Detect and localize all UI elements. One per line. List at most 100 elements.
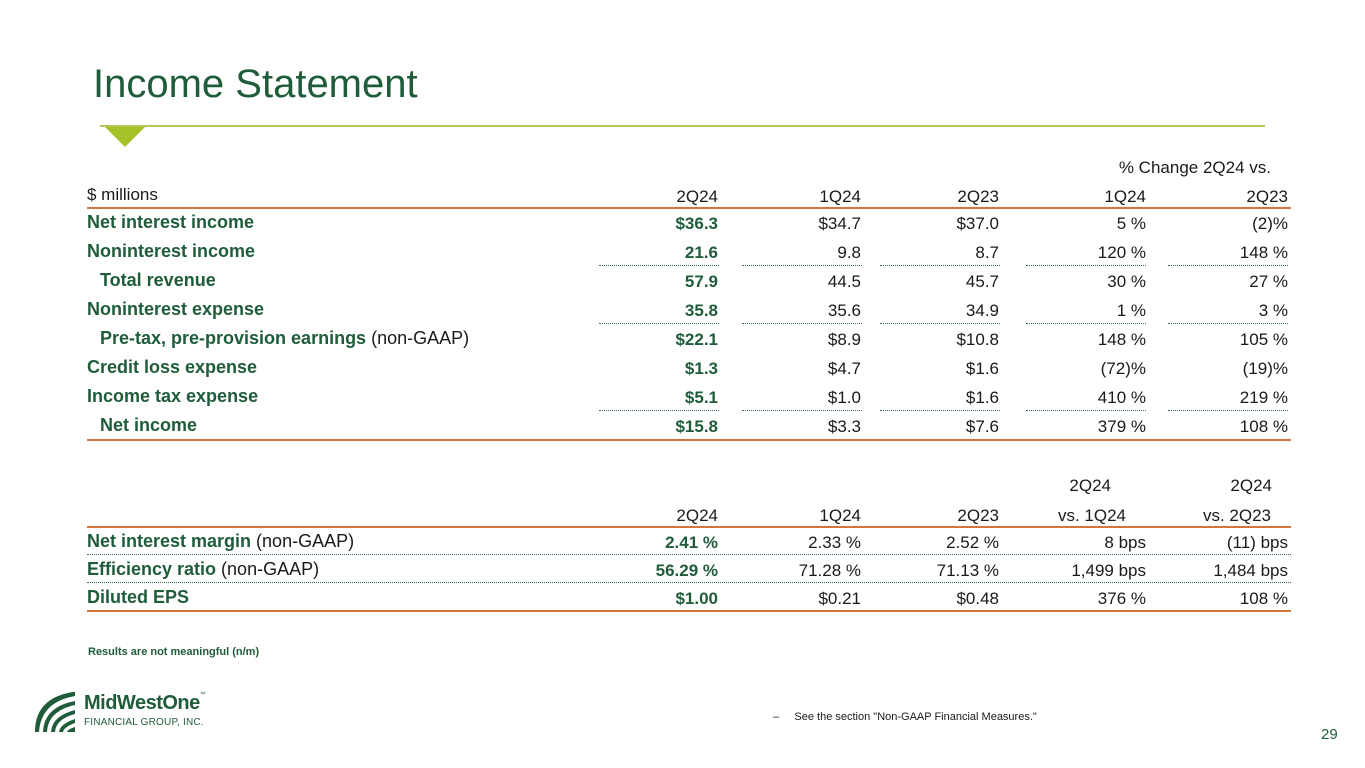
col-header-1q24: 1Q24 [819, 187, 861, 206]
table-row: Total revenue 57.9 44.5 45.7 30 % 27 % [87, 266, 1291, 295]
subtotal-dotted-rule [742, 323, 862, 324]
table-row: Credit loss expense $1.3 $4.7 $1.6 (72)%… [87, 353, 1291, 382]
col-header-2q23: 2Q23 [957, 187, 999, 206]
col-header-2q24: 2Q24 [676, 187, 718, 206]
cell: $34.7 [818, 214, 861, 233]
cell: 30 % [1107, 272, 1146, 291]
row-label: Pre-tax, pre-provision earnings [100, 328, 367, 348]
cell: 71.28 % [798, 561, 861, 580]
cell: 108 % [1239, 589, 1288, 608]
cell: 34.9 [965, 301, 999, 320]
row-label: Net interest margin [87, 531, 252, 551]
pct-change-header-row: % Change 2Q24 vs. [87, 152, 1291, 181]
subtotal-dotted-rule [1026, 265, 1146, 266]
col-header-chg-2q23: 2Q23 [1246, 187, 1288, 206]
cell: 108 % [1239, 417, 1288, 436]
table-row: Net interest income $36.3 $34.7 $37.0 5 … [87, 208, 1291, 237]
table-row: Diluted EPS $1.00 $0.21 $0.48 376 % 108 … [87, 583, 1291, 612]
title-rule-line [100, 125, 1265, 127]
cell: 8 bps [1104, 533, 1146, 552]
row-label-suffix: (non-GAAP) [216, 559, 320, 579]
metrics-col-2q23: 2Q23 [957, 506, 999, 525]
cell: $10.8 [956, 330, 999, 349]
cell: 3 % [1258, 301, 1288, 320]
triangle-marker-icon [105, 127, 145, 147]
logo-subtitle: FINANCIAL GROUP, INC. [84, 717, 204, 728]
units-header: $ millions [87, 185, 158, 204]
cell: 44.5 [827, 272, 861, 291]
table-row: Pre-tax, pre-provision earnings (non-GAA… [87, 324, 1291, 353]
metrics-header-top-2: 2Q24 [1230, 476, 1272, 495]
cell: 1,484 bps [1213, 561, 1288, 580]
row-label: Credit loss expense [87, 357, 258, 377]
table-bottom-rule [87, 439, 1291, 441]
col-header-chg-1q24: 1Q24 [1104, 187, 1146, 206]
subtotal-dotted-rule [880, 323, 1000, 324]
cell: $15.8 [675, 417, 718, 436]
cell: $3.3 [827, 417, 861, 436]
cell: 5 % [1116, 214, 1146, 233]
cell: $8.9 [827, 330, 861, 349]
cell: (19)% [1242, 359, 1288, 378]
subtotal-dotted-rule [1026, 410, 1146, 411]
row-dotted-rule [87, 582, 1291, 583]
logo-wordmark: MidWestOne™ [84, 692, 206, 714]
cell: 2.33 % [808, 533, 861, 552]
nm-note: Results are not meaningful (n/m) [88, 646, 260, 658]
cell: 57.9 [684, 272, 718, 291]
cell: 105 % [1239, 330, 1288, 349]
subtotal-dotted-rule [880, 265, 1000, 266]
cell: $36.3 [675, 214, 718, 233]
subtotal-dotted-rule [1168, 265, 1288, 266]
cell: (11) bps [1226, 533, 1288, 552]
subtotal-dotted-rule [742, 265, 862, 266]
cell: 27 % [1249, 272, 1288, 291]
cell: 2.41 % [665, 533, 718, 552]
cell: $5.1 [684, 388, 718, 407]
cell: $4.7 [827, 359, 861, 378]
metrics-bottom-rule [87, 610, 1291, 612]
header-divider [87, 207, 1291, 209]
subtotal-dotted-rule [1026, 323, 1146, 324]
cell: $7.6 [965, 417, 999, 436]
cell: $0.48 [956, 589, 999, 608]
cell: $1.6 [965, 388, 999, 407]
subtotal-dotted-rule [880, 410, 1000, 411]
cell: 376 % [1097, 589, 1146, 608]
page-number: 29 [1321, 726, 1338, 743]
cell: 2.52 % [946, 533, 999, 552]
non-gaap-footnote: – See the section "Non-GAAP Financial Me… [773, 711, 1037, 723]
subtotal-dotted-rule [599, 410, 719, 411]
row-dotted-rule [87, 554, 1291, 555]
cell: 379 % [1097, 417, 1146, 436]
cell: $37.0 [956, 214, 999, 233]
cell: $1.3 [684, 359, 718, 378]
cell: 120 % [1097, 243, 1146, 262]
metrics-header-row: 2Q24 1Q24 2Q23 vs. 1Q24 vs. 2Q23 [87, 500, 1291, 529]
logo-mark-icon [33, 690, 77, 734]
cell: $1.6 [965, 359, 999, 378]
metrics-col-vs-2q23: vs. 2Q23 [1202, 506, 1271, 525]
cell: 148 % [1239, 243, 1288, 262]
cell: 21.6 [684, 243, 718, 262]
pct-change-header: % Change 2Q24 vs. [1118, 158, 1271, 177]
metrics-col-vs-1q24: vs. 1Q24 [1057, 506, 1126, 525]
subtotal-dotted-rule [599, 323, 719, 324]
row-label-suffix: (non-GAAP) [366, 328, 470, 348]
cell: 1 % [1116, 301, 1146, 320]
cell: 9.8 [837, 243, 861, 262]
cell: 219 % [1239, 388, 1288, 407]
row-label: Total revenue [100, 270, 216, 290]
metrics-header-top-row: 2Q24 2Q24 [87, 470, 1291, 499]
cell: 56.29 % [655, 561, 718, 580]
cell: 45.7 [965, 272, 999, 291]
metrics-header-divider [87, 526, 1291, 528]
metrics-header-top-1: 2Q24 [1069, 476, 1111, 495]
cell: 71.13 % [936, 561, 999, 580]
cell: 148 % [1097, 330, 1146, 349]
table-row: Efficiency ratio (non-GAAP) 56.29 % 71.2… [87, 555, 1291, 584]
row-label-suffix: (non-GAAP) [251, 531, 355, 551]
cell: 410 % [1097, 388, 1146, 407]
row-label: Noninterest income [87, 241, 256, 261]
cell: 35.8 [684, 301, 718, 320]
